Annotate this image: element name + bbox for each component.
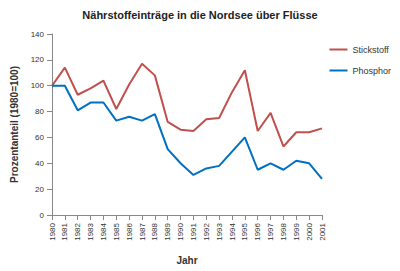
svg-text:1998: 1998 (279, 222, 288, 240)
svg-text:20: 20 (35, 185, 44, 194)
svg-text:1986: 1986 (125, 222, 134, 240)
svg-text:1981: 1981 (60, 222, 69, 240)
svg-text:140: 140 (31, 30, 45, 39)
svg-text:1994: 1994 (228, 222, 237, 240)
svg-text:60: 60 (35, 133, 44, 142)
svg-text:1985: 1985 (112, 222, 121, 240)
svg-text:Phosphor: Phosphor (352, 66, 391, 76)
svg-text:1988: 1988 (150, 222, 159, 240)
svg-text:Prozentanteil (1980=100): Prozentanteil (1980=100) (9, 66, 20, 183)
svg-text:1980: 1980 (48, 222, 57, 240)
svg-text:1992: 1992 (202, 222, 211, 240)
svg-text:1984: 1984 (99, 222, 108, 240)
svg-text:1987: 1987 (138, 222, 147, 240)
svg-text:120: 120 (31, 55, 45, 64)
svg-text:0: 0 (40, 211, 45, 220)
svg-text:1996: 1996 (253, 222, 262, 240)
svg-text:40: 40 (35, 159, 44, 168)
svg-text:1993: 1993 (215, 222, 224, 240)
svg-text:1989: 1989 (163, 222, 172, 240)
svg-text:Stickstoff: Stickstoff (352, 45, 389, 55)
svg-text:1982: 1982 (73, 222, 82, 240)
svg-text:2001: 2001 (318, 222, 327, 240)
svg-text:100: 100 (31, 81, 45, 90)
svg-text:Jahr: Jahr (176, 255, 197, 266)
svg-text:1990: 1990 (176, 222, 185, 240)
svg-text:1997: 1997 (266, 222, 275, 240)
svg-text:1995: 1995 (240, 222, 249, 240)
svg-text:Nährstoffeinträge in die Nords: Nährstoffeinträge in die Nordsee über Fl… (82, 9, 317, 21)
svg-text:1983: 1983 (86, 222, 95, 240)
svg-text:1999: 1999 (292, 222, 301, 240)
svg-text:2000: 2000 (305, 222, 314, 240)
svg-text:1991: 1991 (189, 222, 198, 240)
svg-text:80: 80 (35, 107, 44, 116)
